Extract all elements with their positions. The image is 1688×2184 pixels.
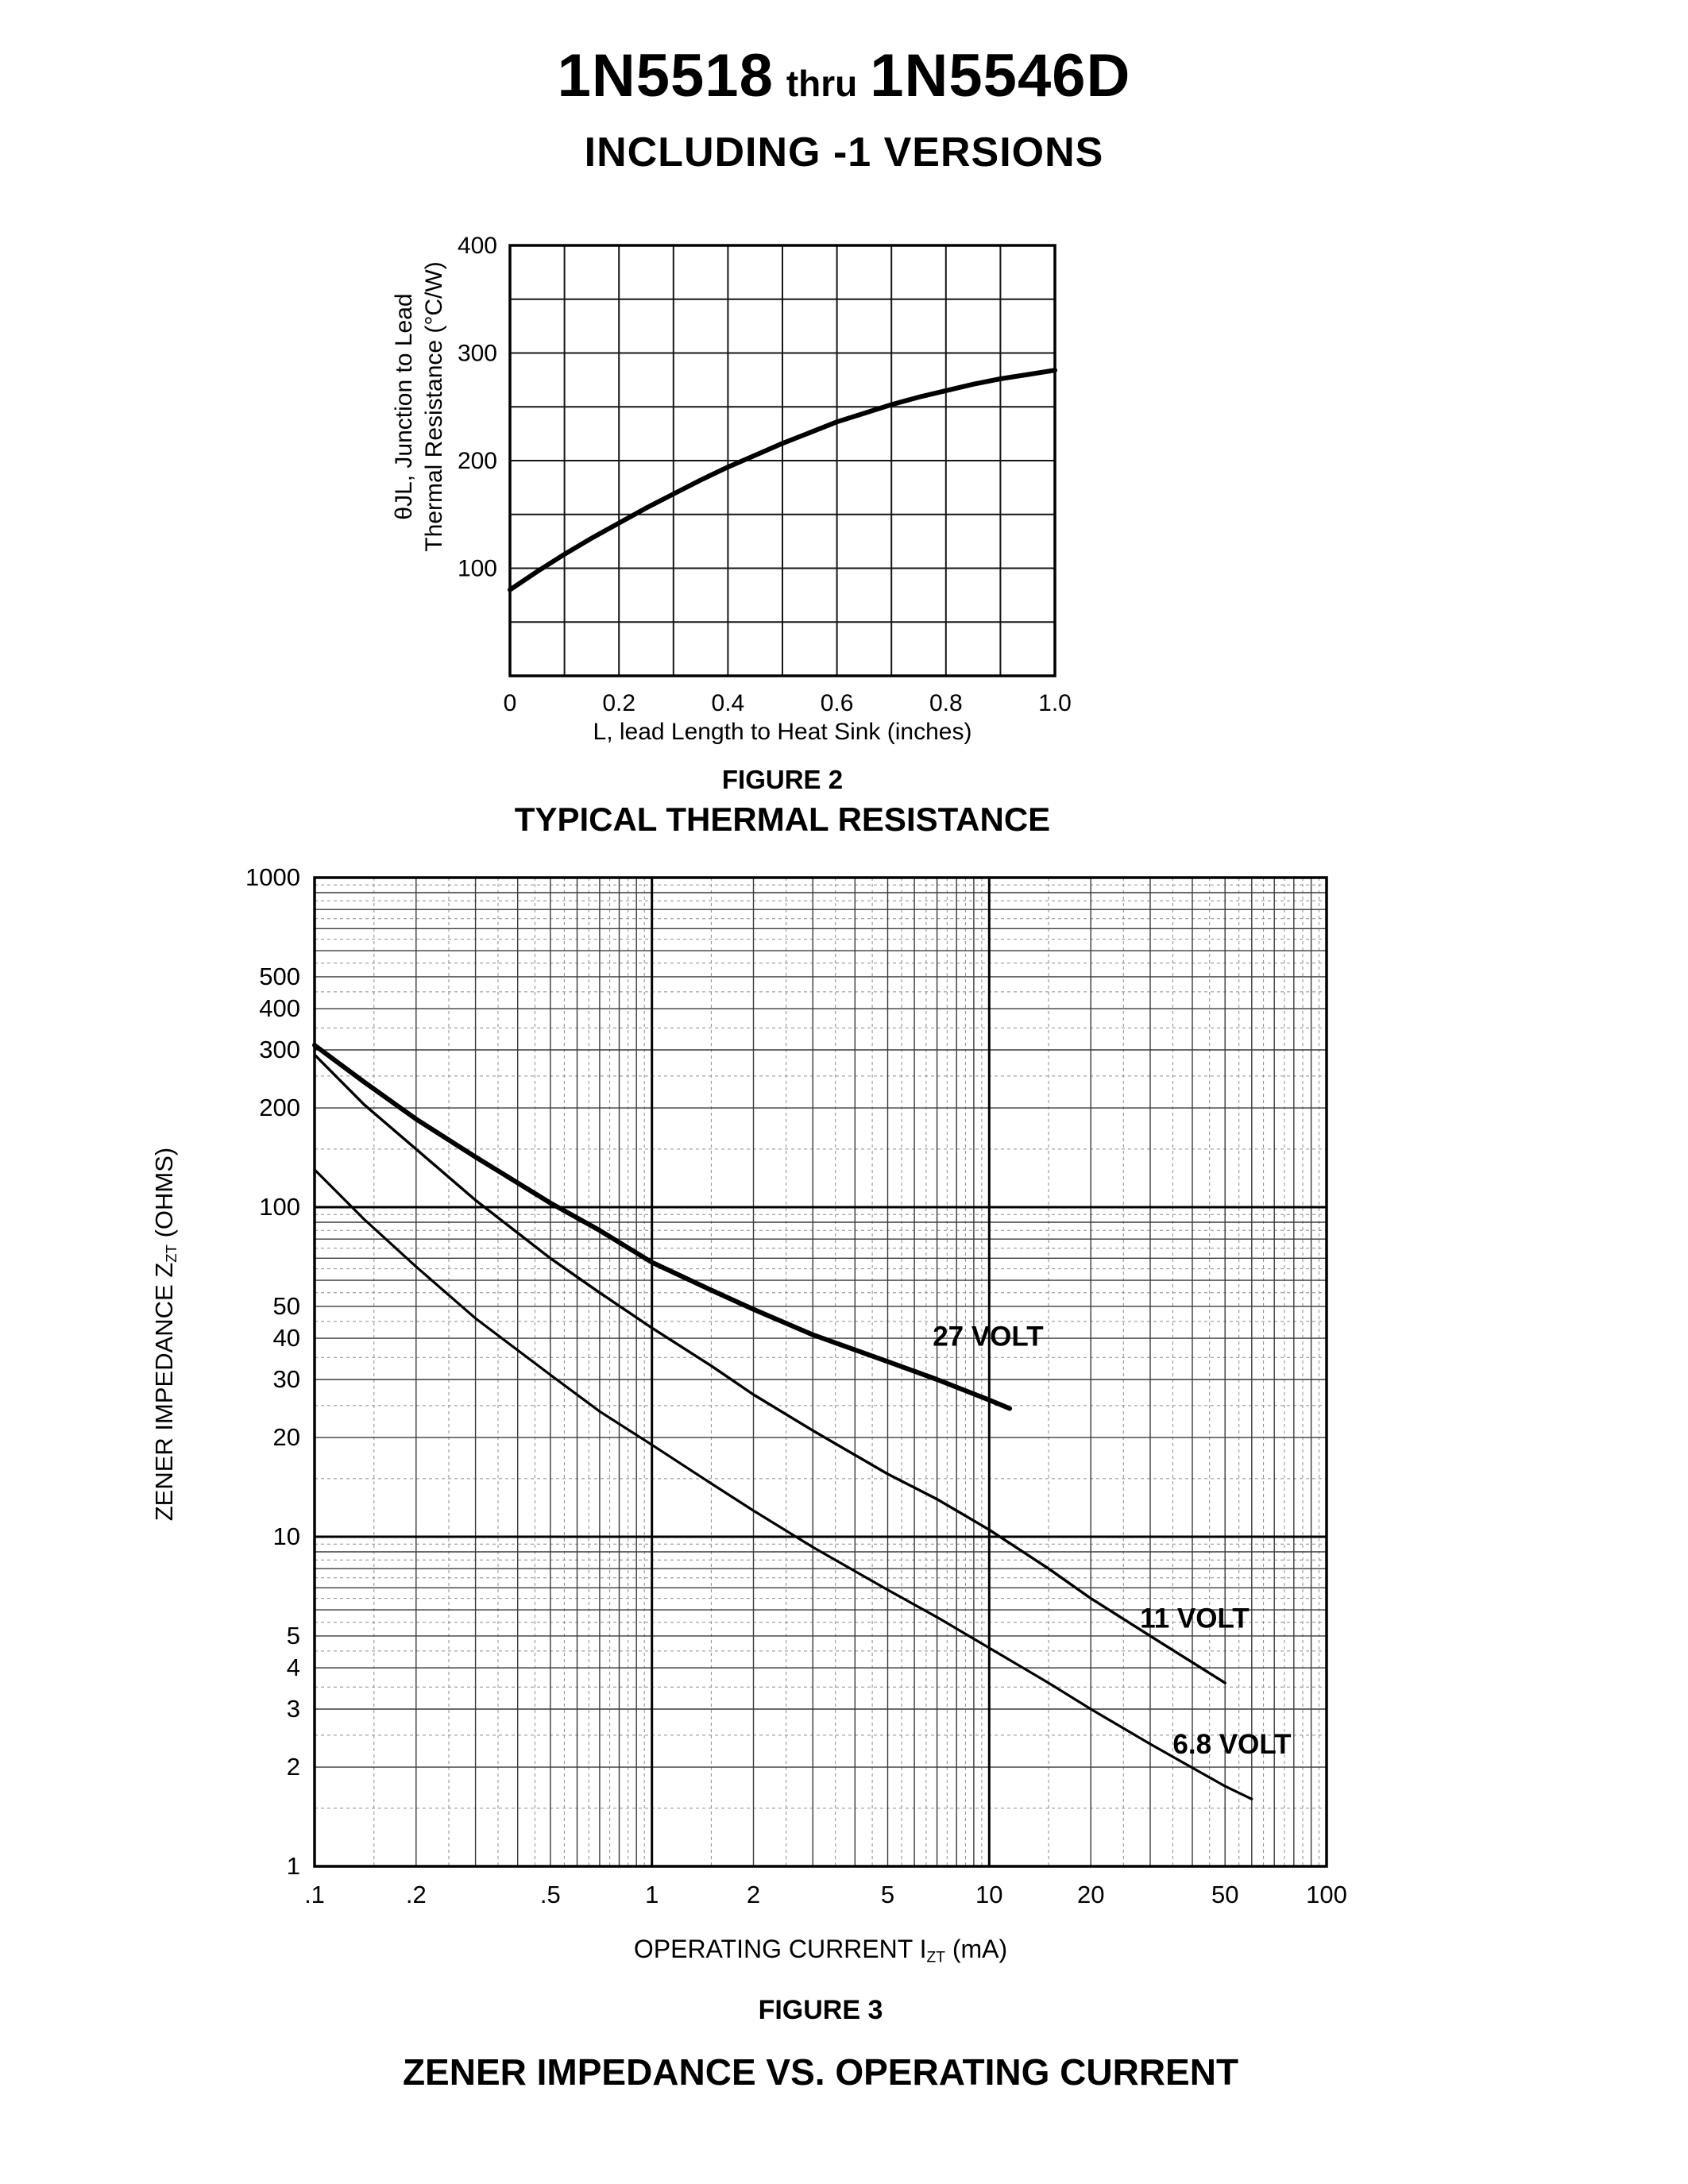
figure2-grid (509, 245, 1056, 677)
figure3-y-axis-label: ZENER IMPEDANCE ZZT (OHMS) (150, 1148, 180, 1522)
figure2-chart: 0 0.2 0.4 0.6 0.8 1.0 100 200 300 400 (458, 233, 1072, 716)
figure3-x-tick-label: 10 (975, 1881, 1002, 1908)
page-subtitle: INCLUDING -1 VERSIONS (584, 129, 1104, 176)
figure3-x-tick-label: 1 (645, 1881, 659, 1908)
figure2-x-tick-label: 0.4 (712, 690, 745, 716)
figure3-curve-label-6.8-volt: 6.8 VOLT (1172, 1729, 1291, 1760)
figure3-x-axis-label-pre: OPERATING CURRENT I (633, 1935, 927, 1963)
figure3-y-tick-label: 20 (273, 1423, 300, 1451)
figure2-x-tick-label: 0.6 (821, 690, 854, 716)
figure3-curve-label-11-volt: 11 VOLT (1140, 1603, 1249, 1634)
figure3-grid-fine (315, 878, 1327, 1866)
figure3-y-tick-label: 2 (287, 1753, 300, 1781)
figure3-x-axis-label: OPERATING CURRENT IZT (mA) (315, 1935, 1327, 1966)
title-part-number-start: 1N5518 (557, 42, 774, 110)
figure2-y-axis-label: θJL, Junction to Lead Thermal Resistance… (389, 261, 450, 551)
figure3-grid-minor (315, 878, 1327, 1866)
figure3-y-tick-label: 300 (259, 1036, 300, 1063)
figure2-x-tick-label: 0.8 (929, 690, 963, 716)
figure3-curve-6.8-volt (313, 1168, 1253, 1800)
figure3-y-tick-label: 1 (287, 1852, 300, 1880)
figure3-y-tick-label: 400 (259, 994, 300, 1022)
figure2-plot-border (508, 244, 1056, 677)
figure2-y-tick-label: 300 (458, 341, 497, 367)
figure3-curve-27-volt (312, 1043, 1013, 1411)
figure3-x-axis-label-subscript: ZT (926, 1949, 945, 1966)
figure3-y-axis-label-pre: ZENER IMPEDANCE Z (149, 1262, 178, 1522)
figure2-caption: FIGURE 2 (721, 765, 844, 794)
figure2-y-tick-label: 200 (458, 448, 497, 474)
figure3-x-tick-label: .5 (540, 1881, 561, 1908)
figure3-y-tick-label: 10 (273, 1522, 300, 1550)
figure2-curve-thermal-resistance (508, 368, 1057, 592)
figure2-x-tick-label: 0 (504, 690, 517, 716)
figure3-y-tick-label: 30 (273, 1365, 300, 1393)
figure3-y-tick-label: 50 (273, 1292, 300, 1320)
figure3-y-tick-label: 500 (259, 963, 300, 990)
title-thru: thru (786, 63, 858, 104)
figure3-y-tick-label: 5 (287, 1622, 300, 1650)
figure3-curve-label-27-volt: 27 VOLT (933, 1321, 1043, 1352)
figure3-x-tick-label: .2 (406, 1881, 427, 1908)
figure3-curve-11-volt (313, 1053, 1226, 1684)
figure3-y-axis-label-post: (OHMS) (149, 1147, 178, 1245)
figure3-plot-border (313, 876, 1328, 1868)
figure3-x-tick-label: .1 (304, 1881, 325, 1908)
figure2-y-tick-label: 400 (458, 233, 497, 259)
figure2-x-tick-label: 0.2 (602, 690, 635, 716)
figure3-y-tick-label: 40 (273, 1324, 300, 1352)
figure3-y-axis-label-subscript: ZT (163, 1244, 180, 1263)
figure3-grid-major (313, 876, 1328, 1868)
figure2-y-axis-label-line2: Thermal Resistance (°C/W) (421, 261, 447, 552)
figure2-x-axis-label: L, lead Length to Heat Sink (inches) (593, 719, 972, 745)
figure3-title: ZENER IMPEDANCE VS. OPERATING CURRENT (402, 2051, 1239, 2093)
figure2-x-tick-label: 1.0 (1038, 690, 1072, 716)
title-part-number-end: 1N5546D (870, 42, 1131, 110)
figure3-x-tick-label: 50 (1211, 1881, 1238, 1908)
figure3-x-tick-label: 20 (1077, 1881, 1104, 1908)
figure3-x-axis-label-post: (mA) (944, 1935, 1008, 1963)
figure3-x-tick-label: 2 (747, 1881, 760, 1908)
figure3-y-tick-label: 4 (287, 1653, 300, 1681)
figure3-tick-labels: .1 .2 .5 1 2 5 10 20 50 100 1 2 3 4 5 10 20 30 40 50 100 200 3… (245, 863, 1347, 1908)
figure3-x-tick-label: 5 (881, 1881, 894, 1908)
figure2-tick-labels: 0 0.2 0.4 0.6 0.8 1.0 100 200 300 400 (458, 233, 1072, 716)
figure3-x-tick-label: 100 (1306, 1881, 1347, 1908)
figure2-y-axis-label-line1: θJL, Junction to Lead (391, 293, 417, 520)
page-title: 1N5518 thru 1N5546D (0, 41, 1688, 110)
figure2-y-tick-label: 100 (458, 556, 497, 582)
figure3-y-tick-label: 100 (259, 1193, 300, 1221)
figure3-caption: FIGURE 3 (758, 1995, 883, 2025)
figure3-y-tick-label: 1000 (245, 863, 300, 891)
figure3-y-tick-label: 3 (287, 1695, 300, 1723)
figure3-y-tick-label: 200 (259, 1094, 300, 1121)
figure3-chart: .1 .2 .5 1 2 5 10 20 50 100 1 2 3 4 5 10 20 30 40 50 100 200 3… (245, 863, 1347, 1908)
figure2-title: TYPICAL THERMAL RESISTANCE (514, 801, 1051, 838)
